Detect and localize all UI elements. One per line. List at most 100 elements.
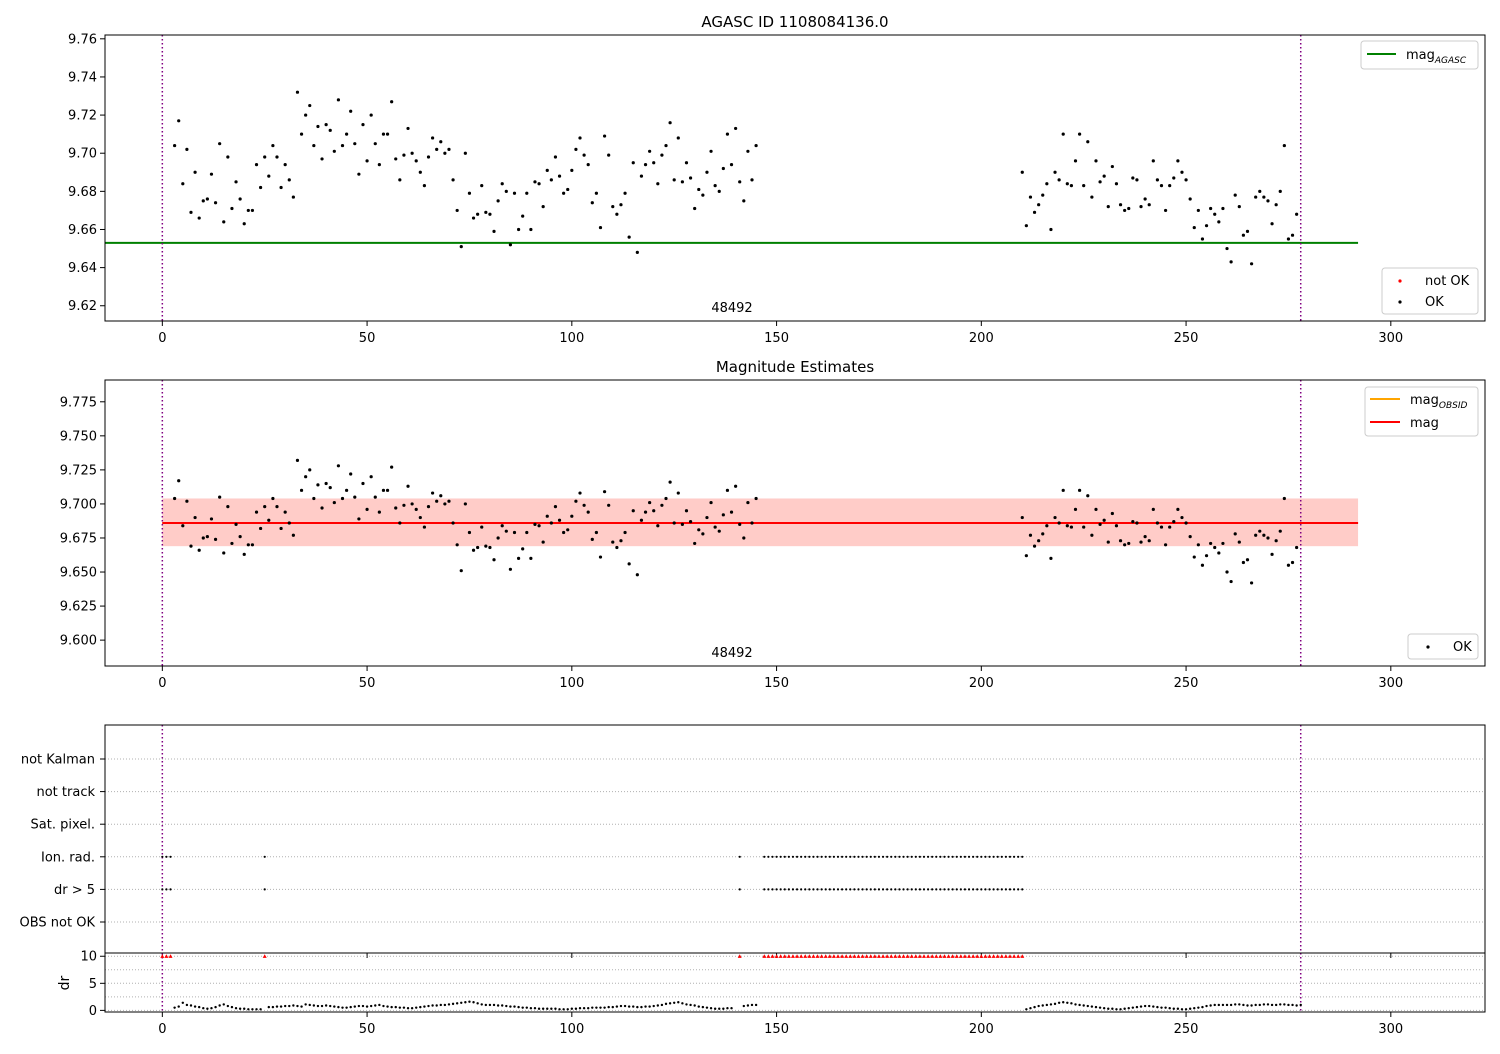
ok-point: [541, 540, 545, 544]
ok-point: [1270, 222, 1274, 226]
ok-point: [1286, 563, 1291, 567]
flag-point: [910, 855, 913, 858]
dr-point: [275, 1005, 279, 1008]
dr-point: [345, 1006, 348, 1009]
ok-point: [1163, 208, 1168, 213]
ok-point: [1155, 521, 1160, 525]
ok-point: [623, 530, 627, 535]
flag-point: [922, 855, 926, 858]
ok-point: [668, 121, 672, 125]
ok-point: [430, 136, 435, 140]
flag-point: [849, 855, 852, 858]
dr-point: [1176, 1007, 1180, 1010]
dr-point: [402, 1006, 406, 1009]
ok-point: [1180, 170, 1184, 174]
flag-point: [963, 855, 967, 858]
ok-point: [1282, 496, 1286, 501]
ok-point: [496, 199, 500, 203]
dr-point: [713, 1007, 717, 1010]
ok-point: [1077, 132, 1082, 136]
ok-point: [320, 157, 324, 161]
ok-point: [336, 464, 341, 468]
flag-point: [996, 888, 999, 891]
dr-point: [1291, 1003, 1294, 1007]
dr-point: [1262, 1003, 1266, 1006]
dr-point: [484, 1003, 488, 1007]
ok-point: [1245, 558, 1250, 562]
ok-point: [226, 505, 230, 509]
ok-point: [1196, 543, 1200, 547]
dr-point: [1037, 1004, 1040, 1008]
dr-point: [210, 1007, 213, 1010]
ok-point: [1225, 570, 1229, 574]
ok-point: [1172, 520, 1176, 524]
flag-point: [840, 888, 844, 891]
dr-capped-point: [840, 954, 845, 958]
ok-point: [594, 530, 598, 535]
dr-point: [1078, 1003, 1081, 1007]
dr-point: [701, 1005, 705, 1009]
ok-point: [725, 132, 730, 136]
ok-point: [201, 199, 205, 203]
dr-capped-point: [860, 954, 865, 958]
ok-point: [267, 174, 271, 178]
ok-point: [369, 113, 373, 117]
flag-point: [922, 888, 926, 891]
dr-capped-point: [1020, 954, 1025, 958]
ok-point: [430, 491, 435, 495]
ok-point: [488, 545, 492, 550]
dr-point: [521, 1006, 524, 1009]
ok-point: [1262, 533, 1266, 537]
dr-point: [353, 1005, 356, 1008]
ok-point: [693, 206, 697, 211]
ok-point: [611, 205, 615, 209]
x-tick-label: 50: [359, 331, 376, 346]
ok-point: [1102, 518, 1106, 522]
flag-point: [824, 888, 827, 891]
legend-label-ok: OK: [1453, 640, 1472, 655]
y-tick-label: 9.700: [60, 497, 97, 512]
ok-point: [1229, 579, 1233, 584]
ok-point: [439, 494, 443, 498]
flag-point: [1021, 855, 1024, 858]
ok-point: [729, 163, 734, 167]
ok-point: [1127, 541, 1131, 546]
ok-point: [1204, 224, 1209, 228]
ok-point: [189, 544, 193, 548]
dr-point: [267, 1005, 270, 1009]
dr-point: [480, 1003, 483, 1006]
top-panel-title: AGASC ID 1108084136.0: [701, 13, 888, 31]
flag-point: [791, 855, 795, 858]
dr-point: [423, 1005, 426, 1008]
ok-point: [1245, 229, 1250, 233]
flag-point: [869, 855, 872, 858]
ok-point: [205, 197, 209, 201]
dr-point: [333, 1005, 336, 1008]
flag-point: [816, 888, 819, 891]
ok-point: [500, 524, 504, 528]
dr-capped-point: [930, 954, 935, 958]
ok-point: [590, 537, 594, 541]
dr-point: [300, 1005, 303, 1008]
flag-point: [980, 855, 983, 858]
dr-point: [398, 1006, 402, 1009]
x-tick-label: 150: [764, 1022, 789, 1037]
y-tick-label: 9.76: [68, 32, 97, 47]
ok-point: [721, 166, 725, 171]
dr-point: [173, 1006, 176, 1009]
ok-point: [549, 521, 553, 525]
flag-point: [931, 855, 934, 858]
ok-point: [1037, 539, 1041, 543]
dr-point: [206, 1007, 209, 1010]
dr-capped-point: [954, 954, 959, 958]
dr-point: [292, 1004, 295, 1007]
ok-point: [660, 153, 664, 157]
dr-point: [619, 1004, 623, 1008]
ok-point: [1069, 184, 1074, 188]
flag-point: [738, 855, 741, 858]
dr-point: [460, 1001, 463, 1004]
flag-point: [955, 855, 958, 858]
flag-point: [763, 888, 766, 891]
ok-point: [1278, 529, 1282, 533]
ok-point: [660, 503, 664, 507]
